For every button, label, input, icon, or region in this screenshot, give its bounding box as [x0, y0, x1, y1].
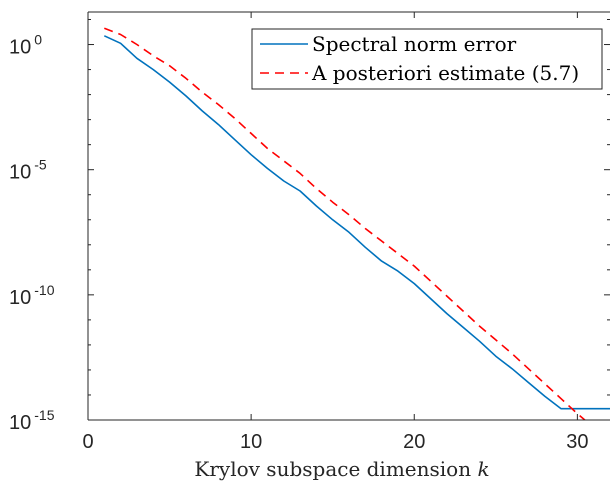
y-tick-label: 10 -10 — [9, 282, 55, 309]
x-tick-label: 20 — [403, 431, 425, 453]
series-line-spectral-norm-error — [103, 35, 610, 410]
legend-box — [251, 28, 603, 90]
x-tick-label: 30 — [566, 431, 588, 453]
x-tick-label: 0 — [82, 431, 93, 453]
legend-label-a-posteriori-estimate: A posteriori estimate (5.7) — [311, 61, 579, 85]
axes-layer — [87, 11, 610, 421]
legend-label-spectral-norm-error: Spectral norm error — [312, 32, 517, 56]
x-axis-title: Krylov subspace dimension k — [194, 457, 489, 481]
y-tick-label: 10 -15 — [9, 407, 55, 434]
series-line-a-posteriori-estimate — [104, 27, 587, 420]
x-tick-label: 10 — [240, 431, 262, 453]
series-layer — [103, 27, 610, 420]
y-tick-label: 10 -5 — [9, 157, 47, 184]
legend: Spectral norm error A posteriori estimat… — [251, 28, 603, 90]
y-tick-label: 10 0 — [9, 32, 42, 59]
